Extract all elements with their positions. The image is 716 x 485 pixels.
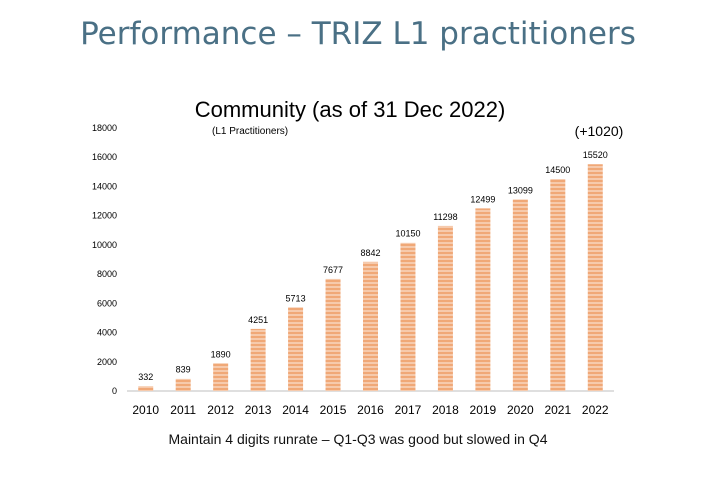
y-tick-label: 2000	[97, 357, 117, 367]
y-tick-label: 14000	[92, 181, 117, 191]
bar	[288, 307, 304, 391]
y-tick-label: 6000	[97, 298, 117, 308]
x-tick-label: 2010	[132, 403, 159, 417]
bar-value-label: 4251	[248, 315, 268, 325]
x-tick-label: 2015	[320, 403, 347, 417]
chart-caption: Maintain 4 digits runrate – Q1-Q3 was go…	[168, 431, 548, 447]
bar-value-label: 8842	[360, 248, 380, 258]
y-tick-label: 16000	[92, 152, 117, 162]
bar-value-label: 10150	[395, 229, 420, 239]
x-tick-label: 2013	[245, 403, 272, 417]
y-tick-label: 4000	[97, 328, 117, 338]
bar-value-label: 13099	[508, 186, 533, 196]
bar	[175, 378, 191, 391]
bar-value-label: 1890	[211, 349, 231, 359]
bar	[213, 363, 229, 391]
bar	[400, 242, 416, 391]
bar	[512, 199, 528, 391]
bar	[250, 328, 266, 391]
x-tick-label: 2017	[395, 403, 422, 417]
bar-value-label: 15520	[583, 150, 608, 160]
y-tick-label: 10000	[92, 240, 117, 250]
x-tick-label: 2018	[432, 403, 459, 417]
x-tick-label: 2022	[582, 403, 609, 417]
bar	[437, 225, 453, 391]
x-tick-label: 2016	[357, 403, 384, 417]
y-tick-label: 0	[112, 386, 117, 396]
bar-value-label: 12499	[470, 194, 495, 204]
chart-subtitle: (L1 Practitioners)	[212, 126, 288, 137]
x-tick-label: 2012	[207, 403, 234, 417]
x-tick-label: 2020	[507, 403, 534, 417]
bar-value-label: 7677	[323, 265, 343, 275]
x-tick-label: 2019	[470, 403, 497, 417]
chart-annotation: (+1020)	[575, 123, 624, 139]
y-tick-label: 18000	[92, 123, 117, 133]
bar-value-label: 5713	[286, 294, 306, 304]
bar	[587, 164, 603, 391]
bar	[138, 386, 154, 391]
bar-value-label: 332	[138, 372, 153, 382]
x-tick-label: 2014	[282, 403, 309, 417]
bar	[363, 261, 378, 391]
x-axis-ticks: 2010 2011 2012 2013 2014 2015 2016 2017 2018 2019…	[132, 403, 609, 417]
bar	[475, 208, 491, 391]
bar	[550, 179, 566, 391]
page-title: Performance – TRIZ L1 practitioners	[80, 16, 636, 52]
x-tick-label: 2011	[170, 403, 196, 417]
bar-value-label: 11298	[433, 212, 457, 222]
y-tick-label: 12000	[92, 211, 117, 221]
x-tick-label: 2021	[544, 403, 571, 417]
bars: 332 839 1890 4251 5713 7677 8842 10150 11298 1249…	[138, 150, 608, 391]
bar-value-label: 14500	[545, 165, 570, 175]
bar	[325, 278, 341, 391]
y-tick-label: 8000	[97, 269, 117, 279]
chart-title: Community (as of 31 Dec 2022)	[195, 97, 506, 122]
y-axis-ticks: 0 2000 4000 6000 8000 10000 12000 14000 16000 180…	[92, 123, 117, 396]
bar-value-label: 839	[176, 365, 191, 375]
